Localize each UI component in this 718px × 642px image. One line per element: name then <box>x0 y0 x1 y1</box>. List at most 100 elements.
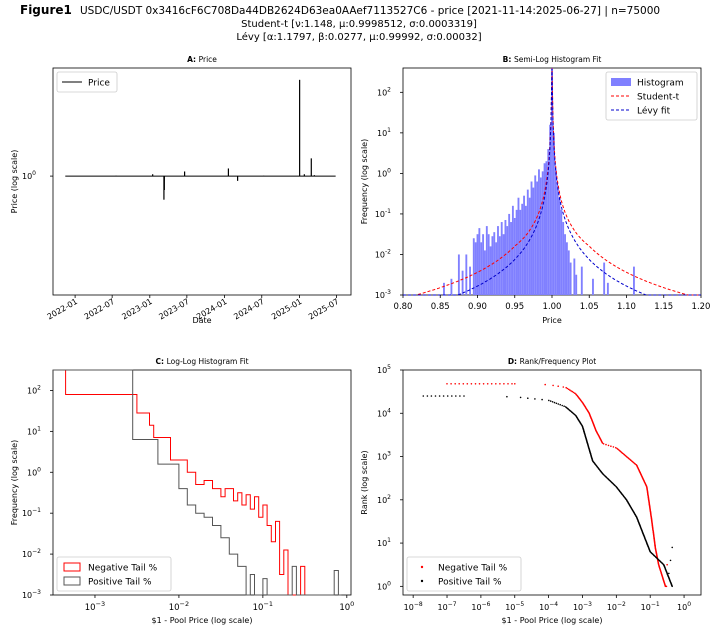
levy-curve <box>403 68 701 296</box>
negative-point <box>478 383 481 385</box>
negative-point <box>572 391 575 394</box>
legend-swatch <box>420 579 424 583</box>
x-tick-label: 2025-07 <box>307 297 340 322</box>
histogram-bar <box>476 234 479 295</box>
x-tick-label: 2024-01 <box>195 297 228 322</box>
figure-label: Figure1 <box>20 3 72 17</box>
x-tick-label: 10−3 <box>85 600 105 613</box>
negative-point <box>514 383 516 385</box>
negative-point <box>495 383 497 385</box>
x-tick-label: 2023-01 <box>120 297 153 322</box>
positive-point <box>430 395 433 397</box>
positive-point <box>553 401 556 404</box>
histogram-bar <box>521 203 524 295</box>
positive-point <box>527 397 529 400</box>
positive-point <box>669 559 672 562</box>
histogram-bar <box>443 282 445 295</box>
legend-label: Price <box>88 79 110 89</box>
negative-point <box>499 383 501 385</box>
y-tick-label: 101 <box>27 425 41 436</box>
legend-swatch <box>63 576 81 586</box>
histogram-bar <box>539 177 542 295</box>
histogram-bar <box>530 181 533 295</box>
histogram-bar <box>569 262 572 295</box>
x-tick-label: 10−4 <box>539 601 558 612</box>
y-tick-label: 10−2 <box>22 548 41 559</box>
histogram-bar <box>562 222 565 295</box>
y-tick-label: 10-3 <box>375 289 391 300</box>
histogram-bar <box>551 68 553 295</box>
negative-point <box>562 386 565 388</box>
histogram-bar <box>493 232 496 295</box>
panel-frame <box>52 67 352 296</box>
legend-label: Histogram <box>637 79 684 89</box>
panel-b: B: Semi-Log Histogram Fit Price Frequency … <box>360 55 710 325</box>
y-axis-label: Price (log scale) <box>10 150 19 214</box>
histogram-bar <box>487 234 490 295</box>
negative-point <box>482 383 485 385</box>
histogram-bar <box>480 242 483 295</box>
positive-point <box>671 585 673 588</box>
x-tick-label: 2025-01 <box>270 297 303 322</box>
x-tick-label: 1.10 <box>617 302 636 312</box>
negative-point <box>503 383 505 385</box>
histogram-bar <box>484 250 486 295</box>
positive-point <box>534 398 536 400</box>
legend-swatch <box>611 78 631 86</box>
histogram-bar <box>603 262 606 295</box>
histogram-bar <box>573 258 576 295</box>
negative-point <box>470 383 473 385</box>
x-tick-label: 0.80 <box>394 302 413 312</box>
histogram-bar <box>633 266 635 295</box>
histogram-bar <box>517 197 520 295</box>
positive-point <box>559 403 561 406</box>
histogram-bar <box>549 124 552 295</box>
figure-title-line3: Lévy [α:1.1797, β:0.0277, μ:0.99992, σ:0… <box>236 31 481 43</box>
positive-point <box>463 395 465 397</box>
histogram-bar <box>524 205 527 295</box>
x-tick-label: 10−5 <box>505 601 524 612</box>
negative-point <box>569 389 571 391</box>
negative-point <box>458 383 461 385</box>
negative-point <box>610 445 612 448</box>
histogram-bar <box>508 213 511 295</box>
x-tick-label: 0.95 <box>505 302 524 312</box>
histogram-bar <box>457 254 460 295</box>
legend-swatch <box>63 562 81 572</box>
negative-point <box>666 563 668 566</box>
histogram-bar <box>485 226 488 295</box>
y-tick-label: 100 <box>22 170 36 181</box>
negative-point <box>571 390 574 393</box>
histogram-bar <box>500 222 503 295</box>
y-tick-label: 10-2 <box>375 248 391 259</box>
positive-point <box>506 395 508 398</box>
student-t-curve <box>403 67 701 296</box>
positive-tail-steps <box>53 369 342 596</box>
negative-point <box>544 383 546 386</box>
y-tick-label: 101 <box>377 127 391 138</box>
histogram-bar <box>543 163 546 295</box>
positive-point <box>563 405 565 408</box>
negative-point <box>665 585 668 588</box>
x-tick-label: 100 <box>677 601 691 612</box>
histogram-bar <box>538 169 540 295</box>
negative-point <box>605 443 607 446</box>
histogram-bar <box>567 250 570 295</box>
histogram-bar <box>513 217 516 295</box>
positive-point <box>426 395 429 397</box>
negative-point <box>570 390 572 392</box>
histogram-bar <box>504 220 507 295</box>
histogram-bar <box>558 197 561 295</box>
histogram-bar <box>465 254 468 295</box>
histogram-bar <box>564 234 566 295</box>
y-tick-label: 105 <box>377 364 391 375</box>
negative-point <box>466 383 469 385</box>
histogram-bar <box>511 205 514 295</box>
histogram-bar <box>545 161 548 295</box>
positive-point <box>434 395 437 397</box>
histogram-bar <box>547 149 550 295</box>
negative-point <box>462 383 465 385</box>
positive-point <box>455 395 457 397</box>
x-tick-label: 10−8 <box>404 601 423 612</box>
